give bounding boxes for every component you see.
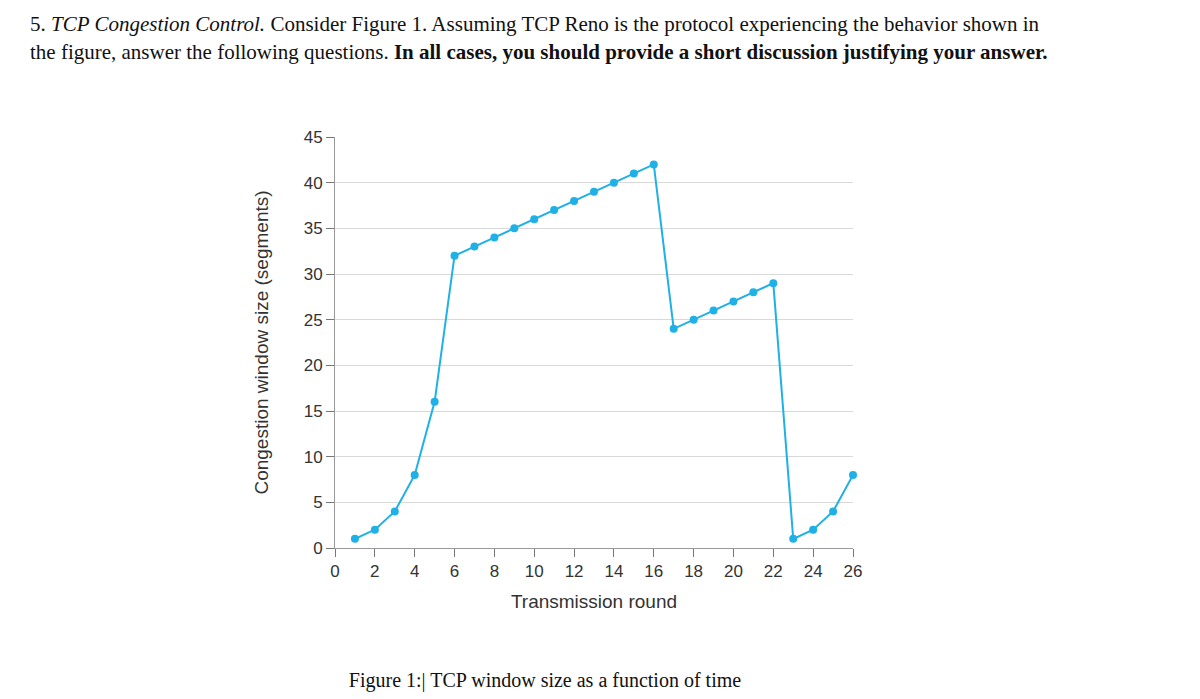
svg-text:6: 6 [450,562,459,581]
svg-text:4: 4 [410,562,419,581]
svg-text:0: 0 [313,539,322,558]
svg-text:Transmission round: Transmission round [511,591,677,612]
svg-text:16: 16 [644,562,663,581]
svg-text:20: 20 [304,356,323,375]
svg-text:2: 2 [370,562,379,581]
svg-text:15: 15 [304,402,323,421]
svg-text:0: 0 [330,562,339,581]
svg-text:30: 30 [304,265,323,284]
html-text:5. TCP Congestion Control. Con: 5. TCP Congestion Control. Consider Figu… [30,12,1048,64]
svg-text:Congestion window size (segmen: Congestion window size (segments) [251,190,272,494]
svg-text:20: 20 [724,562,743,581]
svg-text:25: 25 [304,311,323,330]
svg-text:26: 26 [844,562,863,581]
svg-text:5: 5 [313,493,322,512]
svg-text:24: 24 [804,562,823,581]
svg-text:10: 10 [525,562,544,581]
svg-text:14: 14 [604,562,623,581]
svg-text:18: 18 [684,562,703,581]
svg-text:8: 8 [490,562,499,581]
svg-text:22: 22 [764,562,783,581]
svg-text:10: 10 [304,448,323,467]
svg-text:45: 45 [304,128,323,147]
svg-text:35: 35 [304,219,323,238]
svg-text:12: 12 [565,562,584,581]
html-text:Figure 1:| TCP window size as: Figure 1:| TCP window size as a function… [348,669,742,691]
svg-text:40: 40 [304,174,323,193]
